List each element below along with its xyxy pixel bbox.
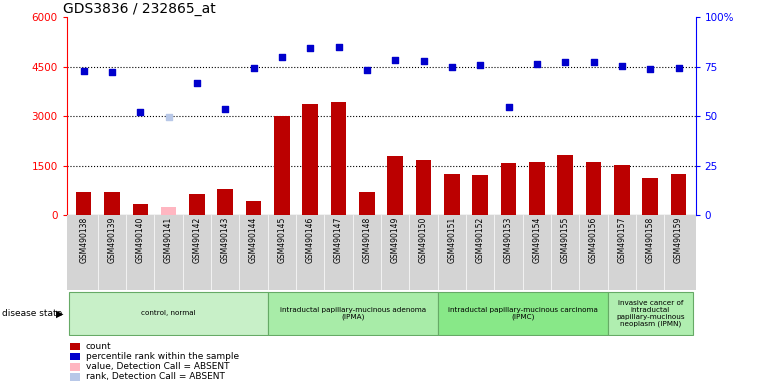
Bar bbox=[586, 162, 601, 215]
Bar bbox=[388, 156, 403, 215]
Text: intraductal papillary-mucinous carcinoma
(IPMC): intraductal papillary-mucinous carcinoma… bbox=[448, 306, 597, 320]
Text: GSM490148: GSM490148 bbox=[362, 217, 372, 263]
Point bbox=[644, 66, 656, 72]
Point bbox=[616, 63, 628, 69]
Bar bbox=[70, 373, 80, 381]
Text: intraductal papillary-mucinous adenoma
(IPMA): intraductal papillary-mucinous adenoma (… bbox=[280, 306, 426, 320]
Bar bbox=[607, 291, 692, 335]
Point bbox=[361, 67, 373, 73]
Bar bbox=[274, 116, 290, 215]
Point bbox=[162, 114, 175, 120]
Point bbox=[559, 59, 571, 65]
Bar bbox=[614, 165, 630, 215]
Text: GSM490139: GSM490139 bbox=[107, 217, 116, 263]
Bar bbox=[303, 104, 318, 215]
Bar bbox=[643, 178, 658, 215]
Text: GSM490157: GSM490157 bbox=[617, 217, 627, 263]
Text: rank, Detection Call = ABSENT: rank, Detection Call = ABSENT bbox=[86, 372, 224, 381]
Bar bbox=[70, 363, 80, 371]
Bar bbox=[359, 192, 375, 215]
Bar bbox=[70, 343, 80, 350]
Bar bbox=[268, 291, 437, 335]
Text: GSM490154: GSM490154 bbox=[532, 217, 542, 263]
Bar bbox=[444, 174, 460, 215]
Text: ▶: ▶ bbox=[56, 308, 64, 318]
Text: invasive cancer of
intraductal
papillary-mucinous
neoplasm (IPMN): invasive cancer of intraductal papillary… bbox=[616, 300, 685, 327]
Point bbox=[389, 57, 401, 63]
Bar bbox=[246, 201, 261, 215]
Text: percentile rank within the sample: percentile rank within the sample bbox=[86, 352, 239, 361]
Text: control, normal: control, normal bbox=[141, 310, 196, 316]
Point bbox=[673, 65, 685, 71]
Bar bbox=[558, 155, 573, 215]
Bar bbox=[416, 160, 431, 215]
Bar bbox=[218, 189, 233, 215]
Point bbox=[531, 61, 543, 67]
Point bbox=[332, 44, 345, 50]
Text: count: count bbox=[86, 342, 111, 351]
Text: GSM490156: GSM490156 bbox=[589, 217, 598, 263]
Bar bbox=[501, 163, 516, 215]
Text: GSM490146: GSM490146 bbox=[306, 217, 315, 263]
Text: GSM490153: GSM490153 bbox=[504, 217, 513, 263]
Point bbox=[247, 65, 260, 71]
Text: GSM490138: GSM490138 bbox=[79, 217, 88, 263]
Bar bbox=[133, 204, 148, 215]
Text: GDS3836 / 232865_at: GDS3836 / 232865_at bbox=[64, 2, 216, 16]
Point bbox=[502, 104, 515, 110]
Text: GSM490155: GSM490155 bbox=[561, 217, 570, 263]
Point bbox=[417, 58, 430, 64]
Text: GSM490144: GSM490144 bbox=[249, 217, 258, 263]
Bar bbox=[104, 192, 119, 215]
Bar bbox=[331, 102, 346, 215]
Text: GSM490149: GSM490149 bbox=[391, 217, 400, 263]
Text: GSM490140: GSM490140 bbox=[136, 217, 145, 263]
Point bbox=[474, 62, 486, 68]
Text: GSM490152: GSM490152 bbox=[476, 217, 485, 263]
Bar bbox=[189, 194, 205, 215]
Text: GSM490158: GSM490158 bbox=[646, 217, 655, 263]
Point bbox=[77, 68, 90, 74]
Bar bbox=[671, 174, 686, 215]
Text: GSM490147: GSM490147 bbox=[334, 217, 343, 263]
Bar bbox=[529, 162, 545, 215]
Point bbox=[219, 106, 231, 112]
Text: GSM490159: GSM490159 bbox=[674, 217, 683, 263]
Point bbox=[304, 45, 316, 51]
Text: value, Detection Call = ABSENT: value, Detection Call = ABSENT bbox=[86, 362, 229, 371]
Point bbox=[446, 64, 458, 70]
Text: GSM490151: GSM490151 bbox=[447, 217, 457, 263]
Bar bbox=[70, 291, 268, 335]
Text: GSM490142: GSM490142 bbox=[192, 217, 201, 263]
Point bbox=[191, 80, 203, 86]
Bar bbox=[161, 207, 176, 215]
Point bbox=[588, 59, 600, 65]
Bar bbox=[437, 291, 607, 335]
Bar bbox=[70, 353, 80, 361]
Text: disease state: disease state bbox=[2, 309, 63, 318]
Bar bbox=[473, 175, 488, 215]
Text: GSM490145: GSM490145 bbox=[277, 217, 286, 263]
Point bbox=[276, 54, 288, 60]
Point bbox=[106, 69, 118, 75]
Bar bbox=[76, 192, 91, 215]
Text: GSM490150: GSM490150 bbox=[419, 217, 428, 263]
Text: GSM490141: GSM490141 bbox=[164, 217, 173, 263]
Point bbox=[134, 109, 146, 115]
Text: GSM490143: GSM490143 bbox=[221, 217, 230, 263]
